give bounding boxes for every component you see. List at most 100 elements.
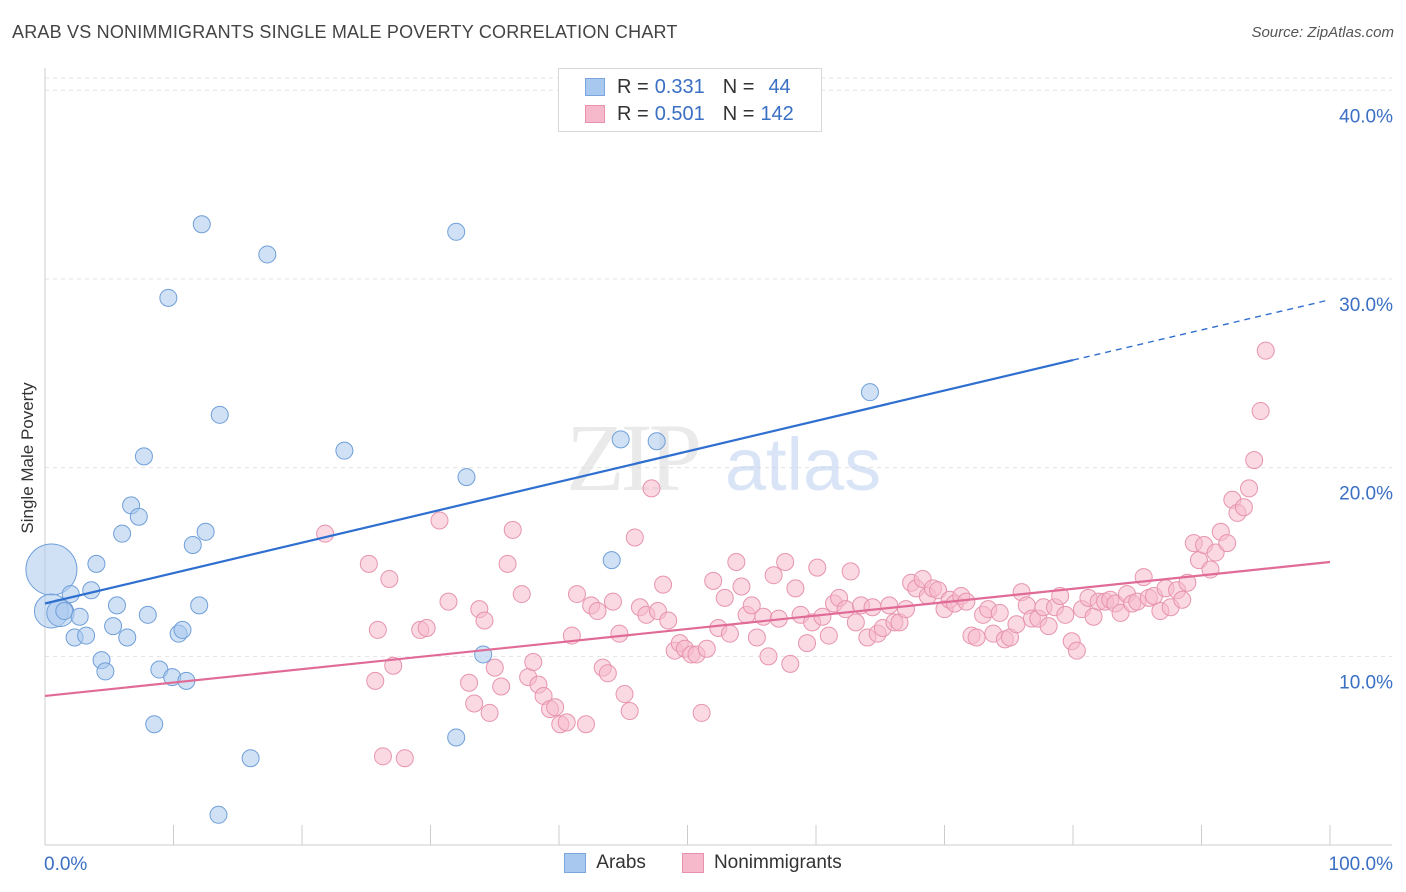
data-point [96, 662, 115, 681]
watermark-atlas: atlas [725, 423, 881, 506]
data-point [258, 245, 277, 264]
watermark: ZIP atlas [566, 404, 881, 511]
data-point [863, 598, 882, 617]
data-point [474, 645, 493, 664]
data-point [430, 511, 449, 530]
data-point [620, 702, 639, 721]
stats-legend: R = 0.331 N = 44 R = 0.501 N = 142 [558, 68, 822, 132]
data-point [55, 602, 74, 621]
y-axis-label: Single Male Poverty [18, 382, 37, 534]
data-point [1039, 617, 1058, 636]
data-point [813, 607, 832, 626]
data-point [841, 562, 860, 581]
data-point [70, 607, 89, 626]
data-point [460, 673, 479, 692]
data-point [727, 552, 746, 571]
data-point [87, 554, 106, 573]
data-point [1251, 402, 1270, 421]
legend-item-arabs[interactable]: Arabs [564, 852, 646, 874]
data-point [759, 647, 778, 666]
legend-label-nonimmigrants: Nonimmigrants [713, 852, 842, 873]
data-point [546, 698, 565, 717]
data-point [602, 551, 621, 570]
legend-item-nonimmigrants[interactable]: Nonimmigrants [681, 852, 842, 874]
data-point [896, 600, 915, 619]
data-point [1067, 641, 1086, 660]
y-tick-label: 10.0% [1339, 672, 1393, 693]
stats-row-arabs: R = 0.331 N = 44 [585, 75, 791, 99]
data-point [447, 222, 466, 241]
r-label: R = [617, 102, 649, 125]
n-label: N = [722, 75, 755, 98]
grid-lines [45, 77, 1392, 657]
y-tick-label: 30.0% [1339, 295, 1393, 316]
chart-source: Source: ZipAtlas.com [1251, 24, 1394, 41]
data-point [611, 430, 630, 449]
data-point [209, 805, 228, 824]
data-point [159, 288, 178, 307]
legend-swatch-nonimmigrants [681, 853, 704, 873]
data-point [457, 468, 476, 487]
data-point [1007, 615, 1026, 634]
stats-row-nonimmigrants: R = 0.501 N = 142 [585, 102, 794, 126]
data-point [1173, 590, 1192, 609]
data-point [786, 579, 805, 598]
data-point [384, 656, 403, 675]
data-point [1178, 573, 1197, 592]
data-point [846, 613, 865, 632]
data-point [1256, 341, 1275, 360]
data-point [625, 528, 644, 547]
data-point [485, 658, 504, 677]
data-point [598, 664, 617, 683]
r-value: 0.331 [654, 75, 705, 98]
data-point [557, 713, 576, 732]
data-point [967, 628, 986, 647]
data-point [880, 596, 899, 615]
data-point [134, 447, 153, 466]
data-point [747, 628, 766, 647]
series-nonimmigrants [316, 341, 1275, 768]
data-point [697, 639, 716, 658]
tick-labels: 10.0% 20.0% 30.0% 40.0% 0.0% 100.0% [44, 106, 1393, 875]
data-point [113, 524, 132, 543]
data-point [492, 677, 511, 696]
data-point [145, 715, 164, 734]
data-point [241, 749, 260, 768]
data-point [104, 617, 123, 636]
data-point [1051, 586, 1070, 605]
data-point [1056, 605, 1075, 624]
arabs-swatch [585, 78, 605, 96]
data-point [1084, 607, 1103, 626]
data-point [395, 749, 414, 768]
series-legend: Arabs Nonimmigrants [0, 852, 1406, 874]
trend-line [44, 359, 1074, 605]
data-point [654, 575, 673, 594]
data-point [380, 569, 399, 588]
data-point [1218, 534, 1237, 553]
n-value: 142 [760, 102, 794, 125]
data-point [173, 620, 192, 639]
data-point [1245, 451, 1264, 470]
r-value: 0.501 [654, 102, 705, 125]
data-point [373, 747, 392, 766]
data-point [480, 703, 499, 722]
x-tick-label: 0.0% [44, 854, 87, 875]
n-value: 44 [768, 75, 791, 98]
data-point [183, 536, 202, 555]
data-point [1234, 498, 1253, 517]
data-point [567, 585, 586, 604]
r-label: R = [617, 75, 649, 98]
data-point [647, 432, 666, 451]
data-point [475, 611, 494, 630]
data-point [704, 571, 723, 590]
data-point [417, 619, 436, 638]
data-point [447, 728, 466, 747]
trend-line-extension [1072, 299, 1331, 361]
trend-line [44, 560, 1331, 698]
axes [44, 68, 1392, 846]
data-point [129, 507, 148, 526]
nonimmigrants-swatch [585, 105, 605, 123]
data-point [1240, 479, 1259, 498]
data-point [196, 522, 215, 541]
